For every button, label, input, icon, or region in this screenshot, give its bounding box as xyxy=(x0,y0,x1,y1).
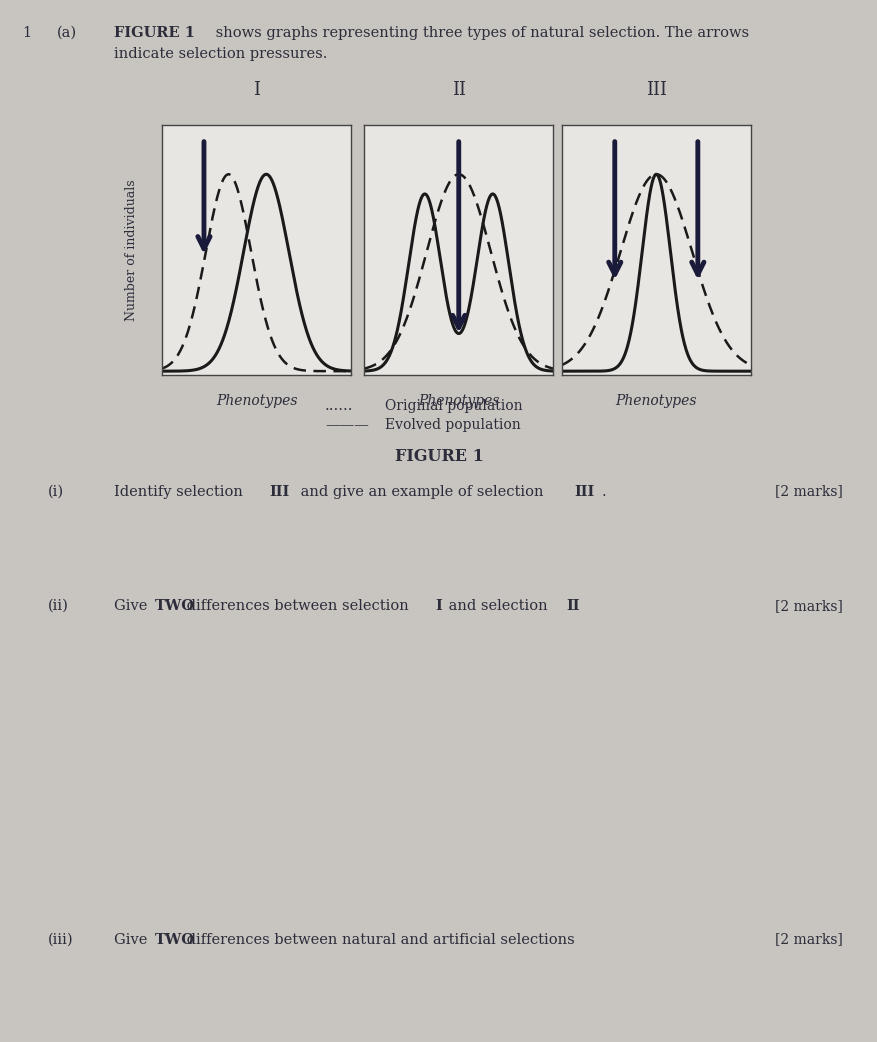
Text: Original population: Original population xyxy=(384,399,522,414)
Text: indicate selection pressures.: indicate selection pressures. xyxy=(114,47,327,60)
Text: Phenotypes: Phenotypes xyxy=(216,394,297,407)
Text: Give: Give xyxy=(114,933,152,946)
Text: 1: 1 xyxy=(22,26,31,40)
Text: .: . xyxy=(601,485,605,498)
Text: ———: ——— xyxy=(324,418,368,432)
Text: (i): (i) xyxy=(48,485,64,498)
Text: I: I xyxy=(435,599,441,613)
Text: I: I xyxy=(253,81,260,99)
Text: II: II xyxy=(567,599,580,613)
Text: Identify selection: Identify selection xyxy=(114,485,247,498)
Text: TWO: TWO xyxy=(155,933,195,946)
Text: and selection: and selection xyxy=(444,599,552,613)
Text: FIGURE 1: FIGURE 1 xyxy=(394,448,483,465)
Text: (ii): (ii) xyxy=(48,599,69,613)
Text: III: III xyxy=(645,81,666,99)
Text: (a): (a) xyxy=(57,26,77,40)
Text: III: III xyxy=(269,485,289,498)
Text: Phenotypes: Phenotypes xyxy=(417,394,499,407)
Text: [2 marks]: [2 marks] xyxy=(774,599,842,613)
Text: FIGURE 1: FIGURE 1 xyxy=(114,26,195,40)
Text: [2 marks]: [2 marks] xyxy=(774,933,842,946)
Text: Phenotypes: Phenotypes xyxy=(615,394,696,407)
Text: Give: Give xyxy=(114,599,152,613)
Text: ......: ...... xyxy=(324,399,353,414)
Text: shows graphs representing three types of natural selection. The arrows: shows graphs representing three types of… xyxy=(210,26,748,40)
Text: [2 marks]: [2 marks] xyxy=(774,485,842,498)
Text: (iii): (iii) xyxy=(48,933,74,946)
Text: TWO: TWO xyxy=(155,599,195,613)
Text: and give an example of selection: and give an example of selection xyxy=(296,485,548,498)
Text: Number of individuals: Number of individuals xyxy=(125,179,138,321)
Text: differences between natural and artificial selections: differences between natural and artifici… xyxy=(182,933,574,946)
Text: III: III xyxy=(574,485,594,498)
Text: Evolved population: Evolved population xyxy=(384,418,520,432)
Text: differences between selection: differences between selection xyxy=(182,599,413,613)
Text: II: II xyxy=(452,81,465,99)
